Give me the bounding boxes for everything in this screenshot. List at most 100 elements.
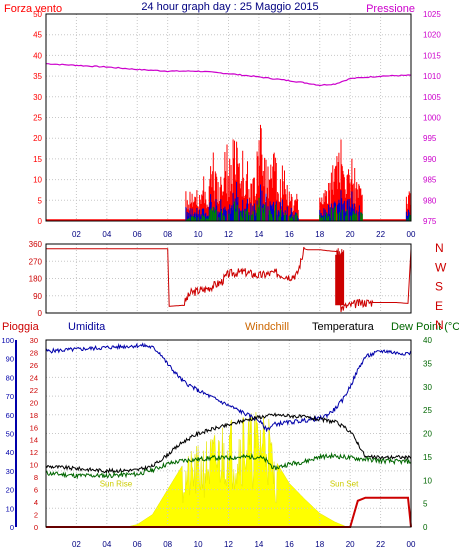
dewpoint-legend: Dew Point (°C	[391, 321, 459, 333]
temperature-tick-label: 10	[423, 476, 432, 485]
direction-tick-label: 180	[29, 275, 43, 284]
wind-panel-frame	[45, 13, 412, 222]
wind-tick-label: 35	[33, 72, 42, 81]
temperature-tick-label: 15	[423, 453, 432, 462]
direction-tick-label: 270	[29, 257, 43, 266]
wind-tick-label: 25	[33, 114, 42, 123]
compass-label: E	[435, 299, 443, 313]
wind-tick-label: 50	[33, 10, 42, 19]
temp-x-tick-label: 16	[285, 540, 294, 549]
humidity-tick-label: 60	[6, 411, 14, 420]
wind-x-tick-label: 20	[346, 230, 355, 239]
rain-tick-label: 24	[30, 373, 38, 382]
pressure-tick-label: 1005	[423, 93, 441, 102]
wind-axis-title: Forza vento	[4, 3, 62, 15]
temp-x-tick-label: 22	[376, 540, 385, 549]
rain-tick-label: 22	[30, 386, 38, 395]
rain-tick-label: 10	[30, 461, 38, 470]
pressure-tick-label: 1025	[423, 10, 441, 19]
pressure-tick-label: 995	[423, 134, 437, 143]
rain-axis-title: Pioggia	[2, 321, 40, 333]
pressure-tick-label: 990	[423, 155, 437, 164]
compass-label: N	[435, 241, 444, 255]
wind-direction-burst	[335, 248, 345, 306]
pressure-tick-label: 985	[423, 176, 437, 185]
temperature-tick-label: 20	[423, 430, 432, 439]
temp-x-tick-label: 02	[72, 540, 81, 549]
temp-x-tick-label: 14	[254, 540, 263, 549]
pressure-line	[46, 63, 412, 87]
humidity-tick-label: 40	[6, 448, 14, 457]
rain-tick-label: 12	[30, 448, 38, 457]
fill-layer	[126, 412, 348, 528]
wind-x-tick-label: 18	[315, 230, 324, 239]
temp-x-tick-label: 12	[224, 540, 233, 549]
temperature-tick-label: 35	[423, 359, 432, 368]
rain-tick-label: 28	[30, 348, 38, 357]
temp-x-tick-label: 00	[407, 540, 416, 549]
temperature-legend: Temperatura	[312, 321, 375, 333]
temperature-tick-label: 40	[423, 336, 432, 345]
wind-tick-label: 20	[33, 134, 42, 143]
wind-x-tick-label: 14	[254, 230, 263, 239]
temp-x-tick-label: 10	[194, 540, 203, 549]
temp-x-tick-label: 04	[102, 540, 111, 549]
humidity-tick-label: 90	[6, 355, 14, 364]
humidity-tick-label: 20	[6, 486, 14, 495]
pressure-tick-label: 975	[423, 217, 437, 226]
humidity-tick-label: 30	[6, 467, 14, 476]
chart-title: 24 hour graph day : 25 Maggio 2015	[141, 1, 318, 13]
temp-x-tick-label: 08	[163, 540, 172, 549]
wind-tick-label: 10	[33, 176, 42, 185]
humidity-tick-label: 80	[6, 373, 14, 382]
temp-x-tick-label: 18	[315, 540, 324, 549]
wind-tick-label: 40	[33, 51, 42, 60]
solar-radiation-area	[126, 412, 348, 528]
windchill-legend: Windchill	[245, 321, 289, 333]
wind-x-tick-label: 02	[72, 230, 81, 239]
pressure-tick-label: 980	[423, 196, 437, 205]
temp-x-tick-label: 06	[133, 540, 142, 549]
humidity-tick-label: 10	[6, 504, 14, 513]
humidity-axis-title: Umidita	[68, 321, 106, 333]
sun-annotation: Sun Set	[330, 479, 359, 488]
grid-layer	[46, 13, 411, 527]
axes-layer: 0510152025303540455097598098599099510001…	[1, 10, 447, 549]
wind-average-bars	[186, 197, 412, 221]
wind-x-tick-label: 06	[133, 230, 142, 239]
rain-tick-label: 6	[34, 486, 38, 495]
rain-tick-label: 0	[34, 523, 38, 532]
pressure-axis-title: Pressione	[366, 3, 415, 15]
rain-tick-label: 14	[30, 436, 38, 445]
rain-tick-label: 26	[30, 361, 38, 370]
wind-x-tick-label: 10	[194, 230, 203, 239]
compass-label: N	[435, 318, 444, 332]
wind-speed-bars	[185, 124, 411, 221]
rain-tick-label: 2	[34, 511, 38, 520]
wind-tick-label: 0	[38, 217, 43, 226]
humidity-tick-label: 70	[6, 392, 14, 401]
wind-x-tick-label: 16	[285, 230, 294, 239]
series-layer	[45, 63, 412, 528]
compass-label: W	[435, 260, 447, 274]
rain-tick-label: 8	[34, 473, 38, 482]
humidity-tick-label: 0	[10, 523, 14, 532]
temperature-tick-label: 5	[423, 500, 428, 509]
rain-tick-label: 20	[30, 398, 38, 407]
rain-tick-label: 16	[30, 423, 38, 432]
temp-x-tick-label: 20	[346, 540, 355, 549]
temperature-tick-label: 25	[423, 406, 432, 415]
temp-panel-frame	[45, 339, 412, 528]
pressure-tick-label: 1020	[423, 31, 441, 40]
wind-direction-line	[46, 246, 412, 313]
wind-tick-label: 5	[38, 196, 43, 205]
direction-tick-label: 0	[38, 309, 43, 318]
humidity-line	[45, 342, 412, 432]
humidity-tick-label: 50	[6, 430, 14, 439]
compass-label: S	[435, 280, 443, 294]
pressure-tick-label: 1000	[423, 114, 441, 123]
sun-annotation: Sun Rise	[100, 479, 133, 488]
temperature-tick-label: 0	[423, 523, 428, 532]
